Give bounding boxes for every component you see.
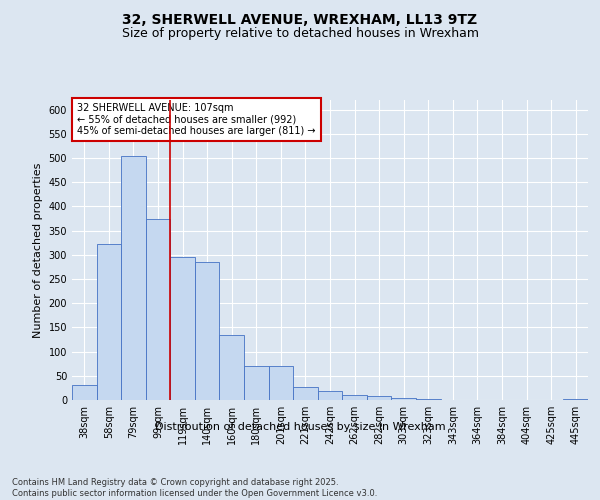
Bar <box>220 334 244 400</box>
Bar <box>416 398 440 400</box>
Bar <box>563 399 588 400</box>
Bar <box>293 387 318 400</box>
Text: Contains HM Land Registry data © Crown copyright and database right 2025.
Contai: Contains HM Land Registry data © Crown c… <box>12 478 377 498</box>
Bar <box>367 396 391 400</box>
Text: Size of property relative to detached houses in Wrexham: Size of property relative to detached ho… <box>121 28 479 40</box>
Bar <box>391 398 416 400</box>
Bar <box>72 384 97 400</box>
Bar <box>244 366 269 400</box>
Bar <box>195 262 220 400</box>
Y-axis label: Number of detached properties: Number of detached properties <box>33 162 43 338</box>
Bar <box>269 366 293 400</box>
Text: Distribution of detached houses by size in Wrexham: Distribution of detached houses by size … <box>155 422 445 432</box>
Bar <box>318 392 342 400</box>
Bar <box>146 218 170 400</box>
Bar <box>121 156 146 400</box>
Bar <box>170 258 195 400</box>
Bar <box>342 395 367 400</box>
Bar <box>97 244 121 400</box>
Text: 32 SHERWELL AVENUE: 107sqm
← 55% of detached houses are smaller (992)
45% of sem: 32 SHERWELL AVENUE: 107sqm ← 55% of deta… <box>77 103 316 136</box>
Text: 32, SHERWELL AVENUE, WREXHAM, LL13 9TZ: 32, SHERWELL AVENUE, WREXHAM, LL13 9TZ <box>122 12 478 26</box>
